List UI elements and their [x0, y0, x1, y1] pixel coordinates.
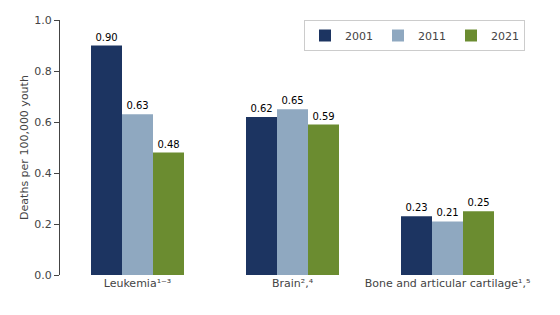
svg-text:0.4: 0.4 [34, 167, 52, 180]
svg-text:0.0: 0.0 [34, 269, 52, 282]
svg-text:2001: 2001 [345, 30, 373, 43]
svg-text:Bone and articular cartilage¹,: Bone and articular cartilage¹,⁵ [365, 277, 531, 290]
svg-text:0.90: 0.90 [95, 32, 117, 43]
svg-text:2011: 2011 [418, 30, 446, 43]
svg-text:0.25: 0.25 [467, 197, 489, 208]
svg-text:2021: 2021 [491, 30, 519, 43]
svg-text:0.23: 0.23 [405, 202, 427, 213]
svg-text:Deaths per 100,000 youth: Deaths per 100,000 youth [18, 75, 31, 220]
svg-text:0.2: 0.2 [34, 218, 52, 231]
svg-text:Brain²,⁴: Brain²,⁴ [272, 277, 314, 290]
svg-text:0.21: 0.21 [436, 207, 458, 218]
svg-text:0.8: 0.8 [34, 65, 52, 78]
svg-text:0.62: 0.62 [250, 103, 272, 114]
svg-text:0.59: 0.59 [312, 111, 334, 122]
svg-text:0.48: 0.48 [157, 139, 179, 150]
svg-text:0.63: 0.63 [126, 100, 148, 111]
svg-text:Leukemia¹⁻³: Leukemia¹⁻³ [104, 277, 172, 290]
svg-text:0.6: 0.6 [34, 116, 52, 129]
svg-text:1.0: 1.0 [34, 14, 52, 27]
svg-text:0.65: 0.65 [281, 95, 303, 106]
